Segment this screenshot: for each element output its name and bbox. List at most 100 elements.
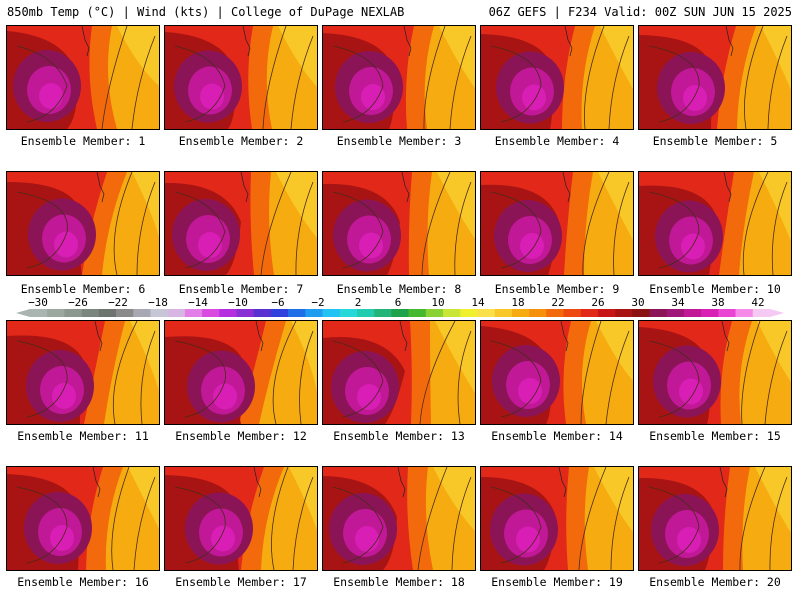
colorbar-swatch — [666, 309, 685, 317]
colorbar-tick-label: 38 — [711, 296, 724, 309]
colorbar-tick-label: −22 — [108, 296, 128, 309]
map-header: 850mb Temp (°C) | Wind (kts) | College o… — [0, 0, 800, 24]
colorbar-swatch — [116, 309, 134, 317]
colorbar-tick-label: 30 — [631, 296, 644, 309]
colorbar-swatch — [167, 309, 186, 317]
colorbar-swatch — [683, 309, 702, 317]
colorbar-tick-label: 2 — [355, 296, 362, 309]
colorbar-swatch — [133, 309, 151, 317]
ensemble-map-panel — [322, 171, 476, 276]
ensemble-member-label: Ensemble Member: 7 — [178, 282, 304, 296]
colorbar-swatch — [236, 309, 255, 317]
colorbar-swatch — [305, 309, 323, 317]
ensemble-member-label: Ensemble Member: 5 — [652, 134, 778, 148]
colorbar-swatch — [81, 309, 100, 317]
ensemble-member-label: Ensemble Member: 13 — [333, 429, 465, 443]
model-run-info: 06Z GEFS | F234 Valid: 00Z SUN JUN 15 20… — [488, 5, 792, 19]
colorbar-swatch — [615, 309, 633, 317]
colorbar-min-arrow — [16, 309, 30, 317]
colorbar-swatch — [64, 309, 82, 317]
colorbar-swatch — [735, 309, 754, 317]
ensemble-member-label: Ensemble Member: 18 — [333, 575, 465, 589]
ensemble-member-label: Ensemble Member: 11 — [17, 429, 149, 443]
colorbar-tick-label: 34 — [671, 296, 685, 309]
colorbar-tick-label: 10 — [431, 296, 444, 309]
ensemble-map-panel — [164, 171, 318, 276]
colorbar-tick-label: 26 — [591, 296, 604, 309]
colorbar-swatch — [752, 309, 771, 317]
colorbar-swatch — [718, 309, 736, 317]
colorbar-swatch — [47, 309, 65, 317]
colorbar-swatch — [460, 309, 478, 317]
colorbar-swatch — [494, 309, 513, 317]
colorbar-tick-label: −2 — [311, 296, 324, 309]
ensemble-map-panel — [6, 320, 160, 425]
ensemble-member-label: Ensemble Member: 16 — [17, 575, 149, 589]
colorbar-swatch — [408, 309, 427, 317]
ensemble-map-panel — [480, 466, 634, 571]
colorbar-tick-label: −10 — [228, 296, 248, 309]
ensemble-map-panel — [480, 171, 634, 276]
ensemble-member-label: Ensemble Member: 17 — [175, 575, 307, 589]
colorbar-swatch — [443, 309, 461, 317]
ensemble-map-panel — [6, 171, 160, 276]
ensemble-member-label: Ensemble Member: 15 — [649, 429, 781, 443]
ensemble-map-panel — [322, 320, 476, 425]
colorbar-swatch — [546, 309, 564, 317]
ensemble-map-panel — [638, 466, 792, 571]
colorbar-swatch — [425, 309, 444, 317]
ensemble-member-label: Ensemble Member: 14 — [491, 429, 623, 443]
colorbar-swatch — [202, 309, 220, 317]
colorbar-tick-label: 14 — [471, 296, 485, 309]
colorbar-swatch — [701, 309, 719, 317]
colorbar-swatch — [253, 309, 272, 317]
ensemble-member-label: Ensemble Member: 4 — [494, 134, 620, 148]
ensemble-map-panel — [480, 320, 634, 425]
ensemble-map-panel — [164, 320, 318, 425]
ensemble-map-panel — [638, 25, 792, 130]
ensemble-member-label: Ensemble Member: 6 — [20, 282, 146, 296]
colorbar-swatch — [288, 309, 306, 317]
ensemble-map-panel — [164, 466, 318, 571]
ensemble-map-panel — [322, 466, 476, 571]
colorbar-swatch — [632, 309, 650, 317]
colorbar-swatch — [597, 309, 616, 317]
ensemble-member-label: Ensemble Member: 3 — [336, 134, 462, 148]
temperature-colorbar: −30 −26 −22 −18 −14 −10 −6 −2 2 6 10 14 18 22 26 30 34 38… — [0, 296, 800, 320]
colorbar-swatch — [477, 309, 495, 317]
ensemble-member-label: Ensemble Member: 8 — [336, 282, 462, 296]
colorbar-swatch — [649, 309, 668, 317]
colorbar-max-arrow — [770, 309, 784, 317]
colorbar-swatch — [356, 309, 375, 317]
colorbar-swatch — [511, 309, 530, 317]
ensemble-member-label: Ensemble Member: 20 — [649, 575, 781, 589]
colorbar-swatch — [563, 309, 581, 317]
ensemble-member-label: Ensemble Member: 9 — [494, 282, 620, 296]
colorbar-tick-label: 42 — [751, 296, 764, 309]
colorbar-tick-label: 22 — [551, 296, 564, 309]
colorbar-swatch — [322, 309, 341, 317]
colorbar-swatch — [184, 309, 203, 317]
colorbar-swatch — [374, 309, 392, 317]
ensemble-map-panel — [322, 25, 476, 130]
ensemble-map-panel — [638, 171, 792, 276]
colorbar-tick-label: 18 — [511, 296, 524, 309]
ensemble-map-panel — [6, 25, 160, 130]
colorbar-swatch — [339, 309, 358, 317]
colorbar-swatch — [529, 309, 547, 317]
ensemble-map-panel — [6, 466, 160, 571]
ensemble-member-label: Ensemble Member: 1 — [20, 134, 146, 148]
ensemble-map-panel — [164, 25, 318, 130]
colorbar-tick-label: 6 — [395, 296, 402, 309]
colorbar-tick-label: −30 — [28, 296, 48, 309]
colorbar-tick-label: −14 — [188, 296, 208, 309]
ensemble-map-panel — [638, 320, 792, 425]
colorbar-swatch — [580, 309, 599, 317]
map-title: 850mb Temp (°C) | Wind (kts) | College o… — [7, 5, 405, 19]
colorbar-swatch — [391, 309, 409, 317]
colorbar-swatch — [219, 309, 237, 317]
colorbar-swatch — [150, 309, 168, 317]
colorbar-tick-label: −18 — [148, 296, 168, 309]
ensemble-member-label: Ensemble Member: 12 — [175, 429, 307, 443]
ensemble-member-label: Ensemble Member: 10 — [649, 282, 781, 296]
